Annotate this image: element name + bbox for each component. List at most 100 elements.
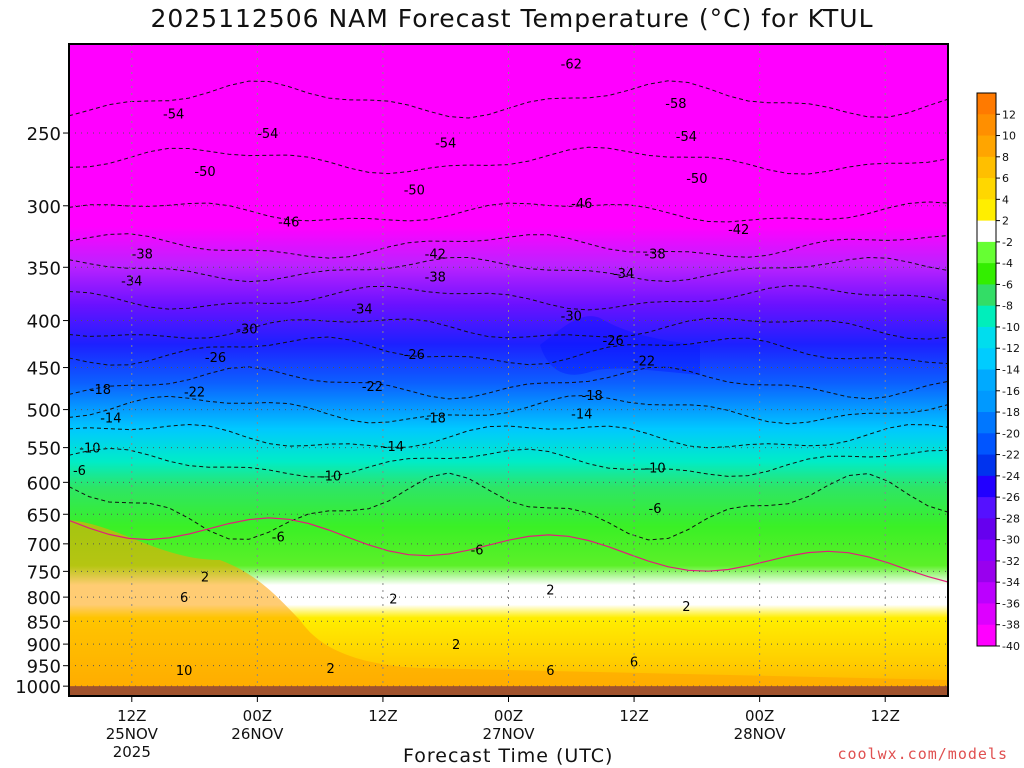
colorbar-swatch xyxy=(977,390,996,413)
contour-label: -6 xyxy=(73,464,86,479)
contour-label: -38 xyxy=(132,247,153,262)
contour-label: -30 xyxy=(236,322,257,337)
contour-label: -6 xyxy=(272,530,285,545)
y-axis: 2503003504004505005506006507007508008509… xyxy=(15,124,69,698)
x-tick-label: 12Z xyxy=(368,707,397,725)
contour-label: -38 xyxy=(425,270,446,285)
y-tick-label: 950 xyxy=(27,657,61,678)
contour-label: 2 xyxy=(389,593,397,608)
colorbar-tick-label: -6 xyxy=(1002,278,1013,291)
contour-label: -62 xyxy=(561,57,582,72)
isotherm-line xyxy=(69,256,948,283)
colorbar-tick-label: -28 xyxy=(1002,512,1020,525)
colorbar-tick-label: -14 xyxy=(1002,364,1020,377)
colorbar-tick-label: -10 xyxy=(1002,321,1020,334)
y-tick-label: 250 xyxy=(27,124,61,145)
y-tick-label: 550 xyxy=(27,439,61,460)
contour-label: -34 xyxy=(351,302,372,317)
isotherm-line xyxy=(69,336,948,366)
isotherm-line xyxy=(69,447,948,478)
contour-label: -10 xyxy=(644,461,665,476)
contour-label: 2 xyxy=(452,638,460,653)
contour-label: -10 xyxy=(320,470,341,485)
isotherm-line xyxy=(69,285,948,311)
x-tick-label: 28NOV xyxy=(734,725,787,743)
contour-label: 2 xyxy=(682,600,690,615)
colorbar-swatch xyxy=(977,114,996,137)
colorbar-swatch xyxy=(977,326,996,349)
x-tick-label: 00Z xyxy=(745,707,774,725)
contour-label: -50 xyxy=(194,165,215,180)
colorbar-swatch xyxy=(977,475,996,498)
colorbar-swatch xyxy=(977,560,996,583)
colorbar-tick-label: -24 xyxy=(1002,470,1020,483)
contour-label: -30 xyxy=(561,310,582,325)
x-tick-label: 12Z xyxy=(117,707,146,725)
y-tick-label: 300 xyxy=(27,197,61,218)
x-tick-label: 27NOV xyxy=(482,725,535,743)
contour-label: -46 xyxy=(278,215,299,230)
x-tick-label: 26NOV xyxy=(231,725,284,743)
colorbar-swatch xyxy=(977,433,996,456)
colorbar-swatch xyxy=(977,178,996,200)
contour-label: -10 xyxy=(79,442,100,457)
contour-label: 6 xyxy=(546,664,554,679)
contour-label: -14 xyxy=(571,408,592,423)
colorbar-tick-label: 10 xyxy=(1002,130,1016,143)
contour-label: 2 xyxy=(326,662,334,677)
y-tick-label: 1000 xyxy=(15,677,61,698)
colorbar-tick-label: -30 xyxy=(1002,534,1020,547)
cold-pocket-region xyxy=(540,316,700,375)
isotherm-line xyxy=(69,366,948,400)
colorbar-swatch xyxy=(977,454,996,477)
x-axis-label: Forecast Time (UTC) xyxy=(403,745,614,767)
zero-degree-line xyxy=(69,517,948,583)
grid-lines xyxy=(69,44,948,696)
colorbar-swatch xyxy=(977,348,996,370)
contour-label: -22 xyxy=(634,354,655,369)
colorbar-swatch xyxy=(977,135,996,158)
y-tick-label: 700 xyxy=(27,535,61,556)
x-tick-label: 12Z xyxy=(619,707,648,725)
colorbar: 12 10 8 6 4 2 -2 -4 -6 -8 -10 -12 -14 -16 -18 -20 -22 -24… xyxy=(976,92,1020,653)
colorbar-tick-label: -12 xyxy=(1002,342,1020,355)
contour-label: -34 xyxy=(613,267,634,282)
isotherm-line xyxy=(69,317,948,340)
colorbar-swatch xyxy=(977,284,996,307)
contour-label: -54 xyxy=(257,127,278,142)
y-tick-label: 750 xyxy=(27,562,61,583)
colorbar-tick-label: -16 xyxy=(1002,385,1020,398)
ground-fill xyxy=(69,686,948,696)
isotherm-line xyxy=(69,201,948,223)
contour-label: -50 xyxy=(686,172,707,187)
contour-label: -38 xyxy=(644,247,665,262)
colorbar-swatch xyxy=(977,156,996,179)
x-tick-label: 00Z xyxy=(494,707,523,725)
colorbar-tick-label: -22 xyxy=(1002,449,1020,462)
colorbar-tick-label: 8 xyxy=(1002,151,1009,164)
isotherm-lines xyxy=(69,80,948,583)
colorbar-swatch xyxy=(977,199,996,222)
colorbar-swatch xyxy=(977,518,996,541)
y-tick-label: 500 xyxy=(27,401,61,422)
contour-label: -42 xyxy=(425,247,446,262)
credit-text: coolwx.com/models xyxy=(837,745,1008,763)
x-tick-label: 12Z xyxy=(871,707,900,725)
y-tick-label: 350 xyxy=(27,258,61,279)
colorbar-swatch xyxy=(977,624,996,647)
contour-label: 2 xyxy=(546,584,554,599)
contour-label: 6 xyxy=(180,591,188,606)
contour-label: -42 xyxy=(728,223,749,238)
contour-labels: -62-58-54-54-54 -54-50-50-50-46-46-42-42-… xyxy=(73,57,749,679)
colorbar-tick-label: -36 xyxy=(1002,597,1020,610)
colorbar-tick-label: 12 xyxy=(1002,108,1016,121)
colorbar-tick-label: -38 xyxy=(1002,619,1020,632)
contour-label: -26 xyxy=(603,334,624,349)
colorbar-swatch xyxy=(977,220,996,243)
contour-label: 2 xyxy=(201,571,209,586)
isotherm-line xyxy=(69,423,948,449)
contour-label: -18 xyxy=(90,383,111,398)
colorbar-swatch xyxy=(977,263,996,285)
contour-label: -54 xyxy=(163,107,184,122)
